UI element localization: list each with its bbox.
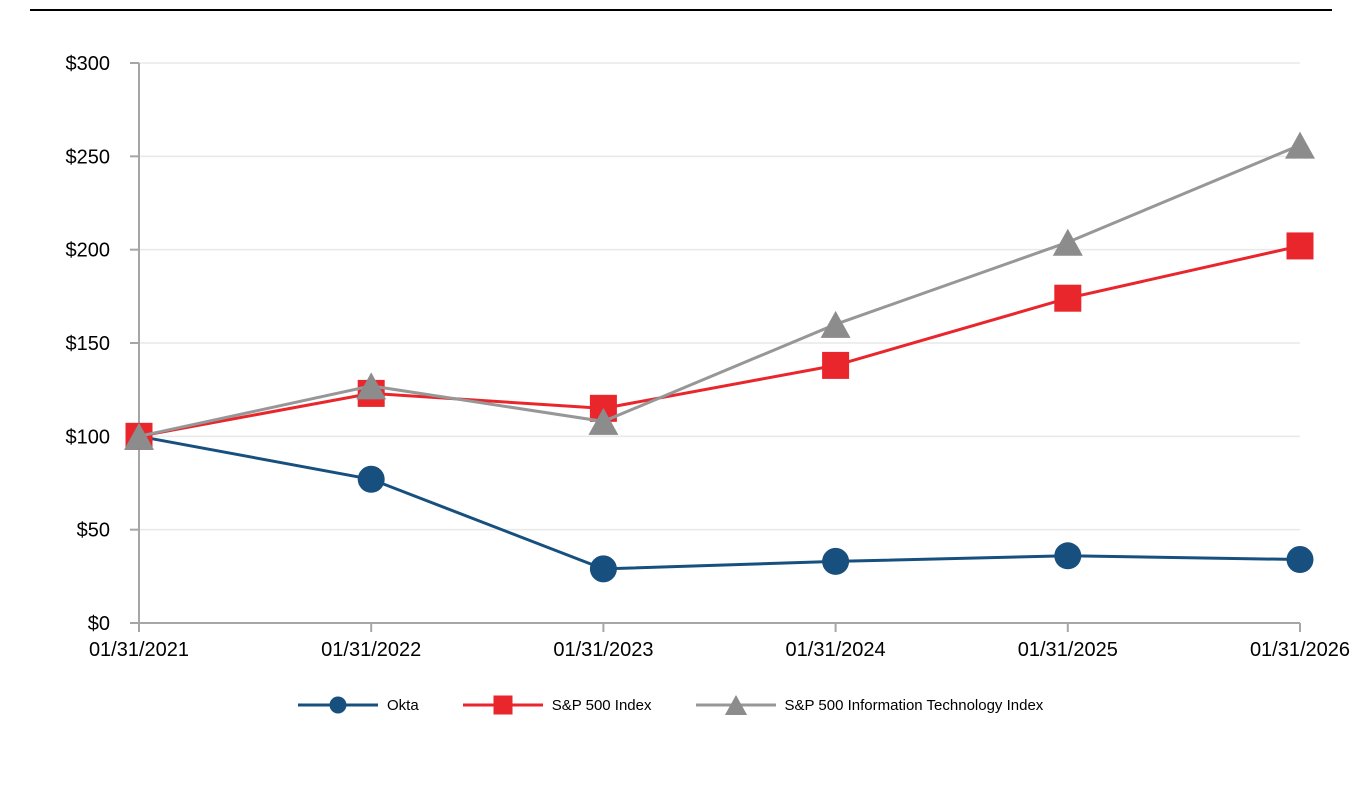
y-axis: $0 $50 $100 $150 $200 $250 $300 <box>66 53 140 635</box>
y-tick-label: $150 <box>66 333 111 355</box>
data-point-marker <box>724 695 747 715</box>
top-rule <box>30 9 1332 11</box>
data-point-marker <box>493 695 513 715</box>
data-point-marker <box>1054 542 1082 570</box>
chart-legend: Okta S&P 500 Index S&P 500 Information T… <box>298 690 1043 720</box>
data-point-marker <box>356 372 387 400</box>
data-point-marker <box>1285 131 1315 159</box>
data-point-marker <box>589 555 617 583</box>
y-tick-label: $250 <box>66 146 111 168</box>
okta-series-swatch-icon <box>298 696 378 714</box>
y-tick-label: $50 <box>77 520 110 542</box>
legend-label-sp500-it: S&P 500 Information Technology Index <box>784 696 1044 714</box>
sp500-series-swatch-icon <box>462 695 543 715</box>
series-triangle <box>124 131 1315 450</box>
y-tick-label: $0 <box>88 613 110 635</box>
data-point-marker <box>1052 228 1083 256</box>
data-point-marker <box>124 422 154 450</box>
y-tick-label: $300 <box>66 53 111 75</box>
data-point-marker <box>1286 232 1314 260</box>
x-tick-label: 01/31/2025 <box>1018 639 1118 661</box>
legend-item-sp500-it: S&P 500 Information Technology Index <box>695 690 1044 720</box>
x-tick-label: 01/31/2021 <box>89 639 189 661</box>
gridlines <box>139 62 1300 531</box>
data-point-marker <box>822 547 850 575</box>
data-point-marker <box>822 351 850 379</box>
series-square <box>125 232 1314 450</box>
x-tick-label: 01/31/2022 <box>321 639 421 661</box>
data-point-marker <box>1286 546 1314 574</box>
data-point-marker <box>1054 284 1082 312</box>
x-tick-label: 01/31/2026 <box>1250 639 1350 661</box>
series-circle <box>125 422 1314 583</box>
x-axis: 01/31/2021 01/31/2022 01/31/2023 01/31/2024… <box>89 622 1350 661</box>
y-tick-label: $200 <box>66 240 111 262</box>
data-point-marker <box>820 310 851 338</box>
y-tick-label: $100 <box>66 426 111 448</box>
x-tick-label: 01/31/2024 <box>786 639 886 661</box>
data-point-marker <box>357 465 385 493</box>
data-point-marker <box>588 407 619 435</box>
legend-item-sp500: S&P 500 Index <box>462 690 652 720</box>
x-tick-label: 01/31/2023 <box>553 639 653 661</box>
data-point-marker <box>329 696 347 714</box>
legend-label-sp500: S&P 500 Index <box>551 696 652 714</box>
legend-item-okta: Okta <box>298 690 419 720</box>
sp500-it-series-swatch-icon <box>695 695 776 715</box>
legend-label-okta: Okta <box>387 696 419 714</box>
